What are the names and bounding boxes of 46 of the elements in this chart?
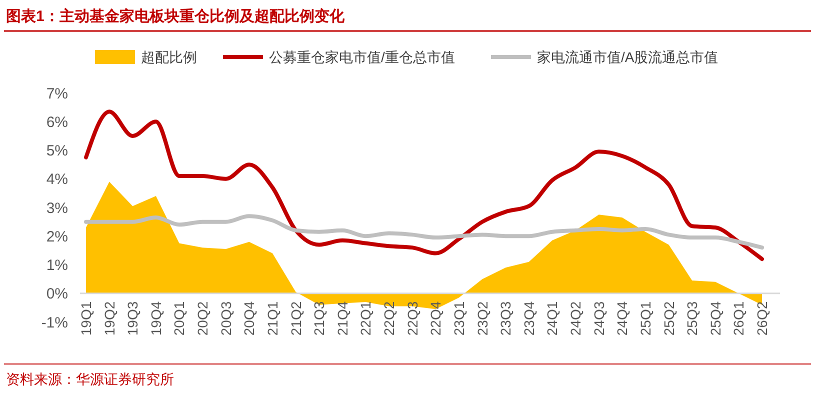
line-series — [84, 110, 764, 262]
x-tick-label: 25Q1 — [637, 301, 654, 336]
line-series — [84, 214, 764, 250]
x-tick-label: 19Q3 — [124, 301, 141, 336]
x-tick-label: 19Q1 — [78, 301, 94, 336]
x-tick-label: 20Q2 — [194, 301, 211, 336]
text: 资料来源：华源证券研究所 — [6, 371, 174, 387]
legend-label: 家电流通市值/A股流通总市值 — [537, 49, 718, 65]
x-tick-label: 24Q2 — [568, 301, 584, 336]
x-tick-label: 26Q2 — [754, 301, 770, 336]
x-tick-label: 20Q1 — [171, 301, 188, 336]
x-tick-label: 21Q3 — [311, 301, 328, 336]
x-tick-label: 23Q1 — [450, 301, 467, 336]
x-tick-label: 23Q4 — [520, 301, 537, 336]
x-tick-label: 21Q1 — [264, 301, 280, 336]
x-tick-label: 19Q4 — [148, 301, 164, 336]
y-tick-label: -1% — [41, 314, 68, 332]
x-tick-label: 26Q1 — [730, 301, 747, 336]
y-tick-label: 7% — [46, 85, 68, 102]
x-tick-label: 20Q4 — [241, 301, 258, 336]
y-tick-label: 1% — [46, 257, 68, 274]
x-tick-label: 20Q3 — [218, 301, 234, 336]
legend-label: 公募重仓家电市值/重仓总市值 — [269, 49, 455, 65]
y-tick-label: 2% — [46, 228, 68, 246]
legend-label: 超配比例 — [141, 49, 197, 65]
y-tick-label: 4% — [46, 171, 68, 188]
x-tick-label: 25Q2 — [660, 301, 677, 336]
x-tick-label: 25Q4 — [707, 301, 724, 336]
chart-title: 图表1：主动基金家电板块重仓比例及超配比例变化 — [6, 7, 346, 25]
x-tick-label: 21Q4 — [334, 301, 350, 336]
x-tick-label: 23Q2 — [474, 301, 490, 336]
x-tick-label: 19Q2 — [101, 301, 118, 336]
x-tick-label: 21Q2 — [288, 301, 304, 336]
x-tick-label: 23Q3 — [498, 301, 514, 336]
x-tick-label: 24Q3 — [590, 301, 607, 336]
y-tick-label: 6% — [46, 114, 68, 131]
x-tick-label: 25Q3 — [684, 301, 700, 336]
y-tick-label: 3% — [46, 200, 68, 217]
x-tick-label: 24Q1 — [544, 301, 560, 336]
y-tick-label: 0% — [46, 286, 68, 303]
x-tick-label: 22Q2 — [381, 301, 398, 336]
x-tick-label: 22Q1 — [358, 301, 374, 336]
y-tick-label: 5% — [46, 142, 68, 160]
x-tick-label: 24Q4 — [614, 301, 630, 336]
x-tick-label: 22Q3 — [404, 301, 420, 336]
x-tick-label: 22Q4 — [428, 301, 444, 336]
